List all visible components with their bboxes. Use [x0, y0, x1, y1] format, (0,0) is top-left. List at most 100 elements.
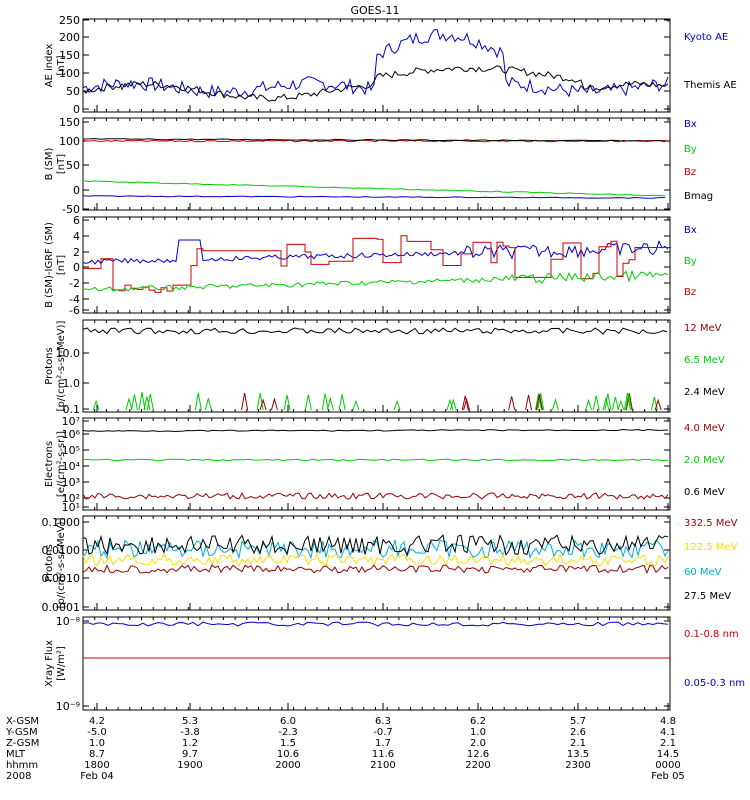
y-tick-label: 10⁶ — [62, 428, 81, 441]
footer-value: 6.0 — [280, 716, 296, 727]
panel-6: 0.1000 0.0100 0.0010 0.0001 Protons [p/(cm²-s… — [42, 515, 738, 614]
legend-entry: 0.1-0.8 nm — [684, 629, 739, 640]
y-axis-label: B (SM)-IGRF (SM) — [44, 222, 55, 308]
series-6.5mev-spike — [592, 395, 600, 411]
series-bmag — [82, 138, 666, 142]
footer-row-label: 2008 — [6, 771, 31, 782]
series-6.5mev-spike — [604, 393, 612, 411]
footer-row-label: Z-GSM — [6, 738, 39, 749]
series-dby — [82, 269, 669, 292]
legend-entry: Bx — [684, 225, 697, 236]
legend-entry: 12 MeV — [684, 323, 722, 334]
y-tick-label: 10³ — [62, 476, 80, 489]
legend-entry: 27.5 MeV — [684, 591, 731, 602]
y-tick-label: 10⁻⁸ — [56, 615, 81, 628]
series-6.5mev-spike — [611, 396, 619, 411]
footer-value: 1900 — [177, 760, 202, 771]
series-6.5mev-spike — [125, 397, 133, 411]
y-tick-label: 4 — [73, 230, 80, 243]
y-tick-label: 0.0100 — [42, 544, 81, 557]
panel-frame — [82, 515, 671, 611]
legend-entry: 4.0 MeV — [684, 423, 725, 434]
series-6.5mev-spike — [650, 396, 658, 411]
footer-value: 2.0 — [470, 738, 486, 749]
y-tick-label: 2 — [73, 246, 80, 259]
footer-value: 11.6 — [372, 749, 394, 760]
footer-value: 10.6 — [277, 749, 299, 760]
y-tick-label: 200 — [59, 31, 80, 44]
series-by — [82, 180, 666, 197]
y-tick-label: 10² — [62, 492, 80, 505]
footer-value: 2.6 — [570, 727, 586, 738]
footer-value: 4.1 — [660, 727, 676, 738]
y-tick-label: 0.0001 — [42, 601, 81, 614]
series-2.4mev — [82, 327, 668, 335]
footer-value: 2.1 — [660, 738, 676, 749]
series-6.5mev-spike — [461, 395, 469, 411]
footer-row-label: hhmm — [6, 760, 38, 771]
series-6.5mev-spike — [326, 396, 334, 411]
panel-3: 6 4 2 0 -2 -4-6 B (SM)-IGRF (SM) [nT] Bx By Bz — [44, 214, 697, 317]
legend-entry: Bmag — [684, 191, 713, 202]
footer-value: 1.2 — [182, 738, 198, 749]
footer-value: 2200 — [465, 760, 490, 771]
y-tick-label: 100 — [59, 67, 80, 80]
y-axis-label: B (SM) — [44, 147, 55, 180]
y-axis-unit: [nT] — [56, 154, 67, 174]
y-tick-label: 150 — [59, 49, 80, 62]
series-6.5mev-spike — [270, 397, 278, 411]
series-6.5mev-spike — [449, 398, 457, 411]
footer-row-label: Y-GSM — [5, 727, 38, 738]
series-6.5mev-spike — [204, 398, 212, 411]
footer-value: 1.5 — [280, 738, 296, 749]
legend-entry: 60 MeV — [684, 567, 722, 578]
legend-entry: 2.0 MeV — [684, 455, 725, 466]
panel-4: 10.0 1.0 0.1 Protons [p/(cm²-s-sr-MeV)] 12 Me… — [44, 319, 725, 416]
series-6.5mev-spike — [338, 394, 346, 411]
legend-entry: Bz — [684, 167, 696, 178]
y-tick-label: 0.0010 — [42, 572, 81, 585]
y-axis-label: Electrons — [44, 441, 55, 487]
series-6.5mev-spike — [617, 399, 625, 411]
footer-value: 2.1 — [570, 738, 586, 749]
footer-value: -5.0 — [87, 727, 107, 738]
footer-value: -3.8 — [180, 727, 200, 738]
legend-entry: Bx — [684, 119, 697, 130]
series-27.5mev — [82, 533, 669, 557]
series-6.5mev-spike — [194, 392, 202, 411]
series-6.5mev-spike — [625, 393, 633, 411]
panel-frame — [82, 616, 671, 711]
series-6.5mev-spike — [525, 394, 533, 411]
legend-entry: Kyoto AE — [684, 32, 728, 43]
footer-value: 8.7 — [89, 749, 105, 760]
y-axis-unit: [nT] — [56, 55, 67, 75]
y-axis-label: AE index — [44, 44, 55, 88]
panel-7: 10⁻⁸ 10⁻⁹ Xray Flux [W/m²] 0.1-0.8 nm 0.05-0.… — [44, 615, 745, 713]
y-axis-unit: [e/(cm²-s-sr)] — [56, 431, 67, 497]
series-6.5mev-spike — [535, 393, 543, 411]
footer-value: 1.0 — [470, 727, 486, 738]
panel-frame — [82, 216, 671, 314]
panel-frame — [82, 319, 671, 413]
footer-value: 2100 — [370, 760, 395, 771]
footer-value: 5.7 — [570, 716, 586, 727]
y-tick-label: 10⁻⁹ — [56, 700, 80, 713]
y-tick-label: 50 — [66, 159, 80, 172]
footer-row-label: MLT — [6, 749, 26, 760]
legend-entry: 2.4 MeV — [684, 387, 725, 398]
series-bx — [82, 195, 665, 199]
y-tick-label: -4 — [69, 293, 80, 306]
y-tick-label: 100 — [59, 135, 80, 148]
series-6.5mev-spike — [130, 394, 138, 411]
series-dbz — [83, 235, 671, 293]
legend-entry: Bz — [684, 287, 696, 298]
legend-entry: 0.6 MeV — [684, 487, 725, 498]
series-6.5mev-spike — [352, 399, 360, 411]
y-tick-label: 0 — [73, 103, 80, 116]
series-6.5mev-spike — [138, 391, 146, 411]
y-tick-label: 10¹ — [62, 501, 80, 514]
series-6.5mev-spike — [625, 393, 633, 411]
series-2.0mev — [82, 458, 669, 462]
